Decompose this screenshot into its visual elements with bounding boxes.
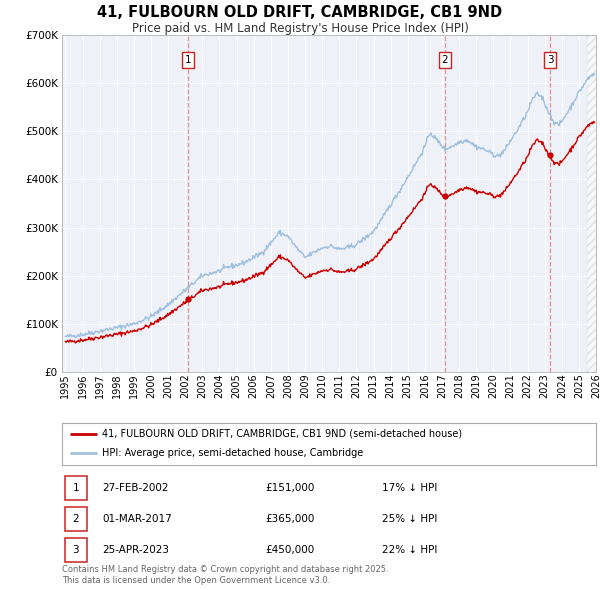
Text: 25-APR-2023: 25-APR-2023	[102, 545, 169, 555]
Text: This data is licensed under the Open Government Licence v3.0.: This data is licensed under the Open Gov…	[62, 576, 331, 585]
Text: £365,000: £365,000	[265, 514, 314, 524]
Text: 01-MAR-2017: 01-MAR-2017	[102, 514, 172, 524]
Text: 1: 1	[185, 55, 191, 65]
Text: 1: 1	[73, 483, 79, 493]
Text: Contains HM Land Registry data © Crown copyright and database right 2025.: Contains HM Land Registry data © Crown c…	[62, 565, 389, 574]
FancyBboxPatch shape	[65, 507, 87, 531]
Text: 22% ↓ HPI: 22% ↓ HPI	[382, 545, 438, 555]
Text: HPI: Average price, semi-detached house, Cambridge: HPI: Average price, semi-detached house,…	[102, 448, 363, 458]
Text: 27-FEB-2002: 27-FEB-2002	[102, 483, 169, 493]
Text: £450,000: £450,000	[265, 545, 314, 555]
Text: 41, FULBOURN OLD DRIFT, CAMBRIDGE, CB1 9ND (semi-detached house): 41, FULBOURN OLD DRIFT, CAMBRIDGE, CB1 9…	[102, 428, 462, 438]
FancyBboxPatch shape	[65, 538, 87, 562]
Text: 2: 2	[73, 514, 79, 524]
Text: 17% ↓ HPI: 17% ↓ HPI	[382, 483, 438, 493]
Text: Price paid vs. HM Land Registry's House Price Index (HPI): Price paid vs. HM Land Registry's House …	[131, 22, 469, 35]
Text: 3: 3	[547, 55, 553, 65]
Text: 41, FULBOURN OLD DRIFT, CAMBRIDGE, CB1 9ND: 41, FULBOURN OLD DRIFT, CAMBRIDGE, CB1 9…	[97, 5, 503, 20]
FancyBboxPatch shape	[65, 476, 87, 500]
Text: £151,000: £151,000	[265, 483, 314, 493]
Text: 2: 2	[442, 55, 448, 65]
Text: 3: 3	[73, 545, 79, 555]
Text: 25% ↓ HPI: 25% ↓ HPI	[382, 514, 438, 524]
